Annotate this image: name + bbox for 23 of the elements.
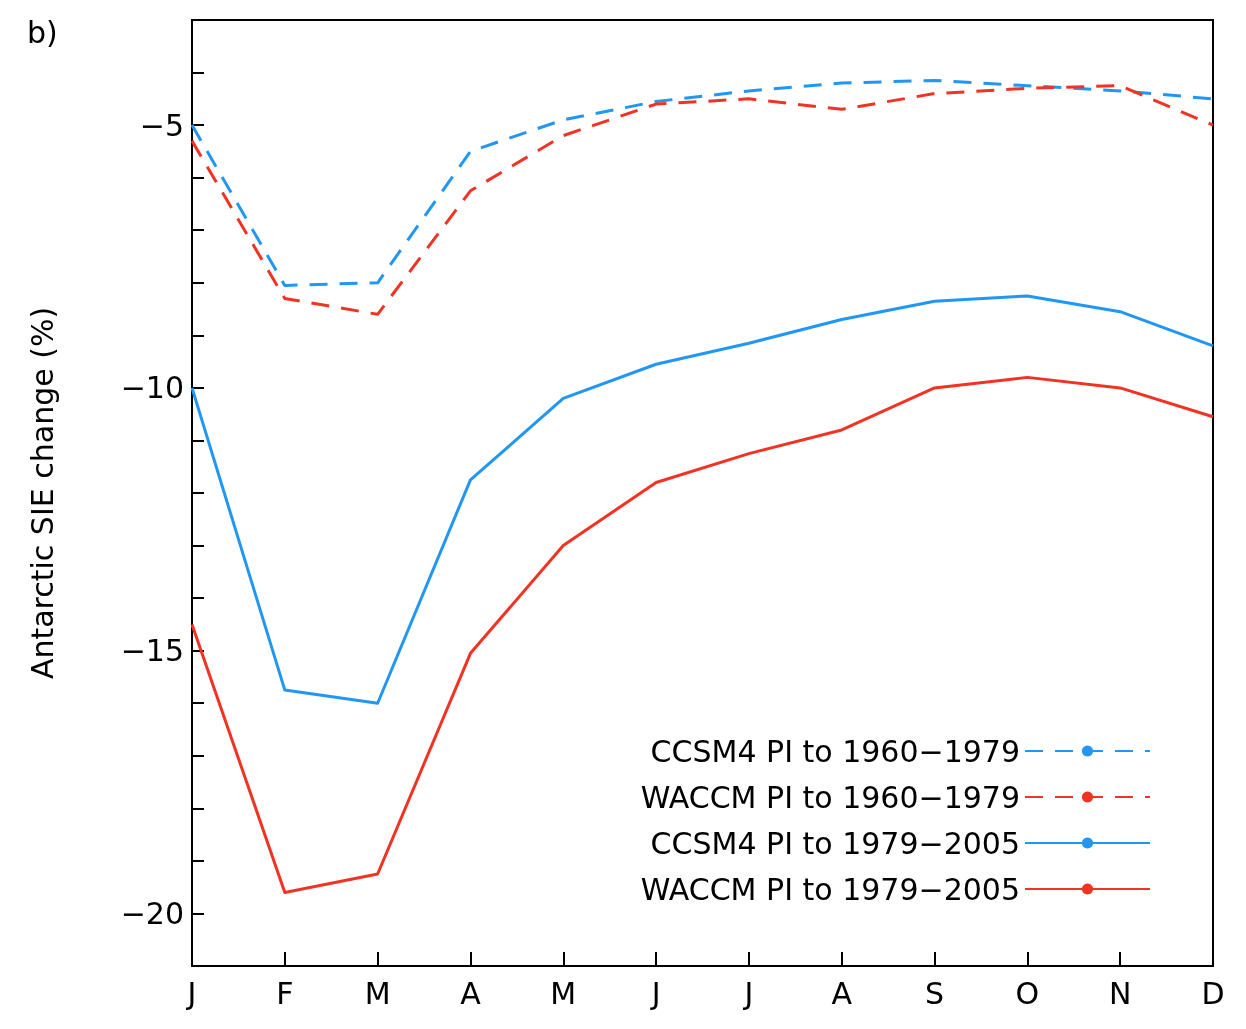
x-tick-label: J: [185, 975, 197, 1011]
y-tick-label: −5: [139, 107, 184, 143]
x-tick-label: D: [1201, 975, 1225, 1011]
legend-label: WACCM PI to 1979−2005: [640, 871, 1020, 907]
legend-label: CCSM4 PI to 1960−1979: [650, 733, 1020, 769]
text: b): [27, 14, 58, 50]
x-tick-label: M: [364, 975, 391, 1011]
x-tick-label: J: [649, 975, 661, 1011]
legend-label: CCSM4 PI to 1979−2005: [650, 825, 1020, 861]
x-tick-label: S: [925, 975, 945, 1011]
x-tick-label: A: [831, 975, 853, 1011]
legend-label: WACCM PI to 1960−1979: [640, 779, 1020, 815]
x-tick-label: A: [460, 975, 482, 1011]
x-tick-label: O: [1015, 975, 1040, 1011]
y-tick-label: −15: [120, 633, 184, 669]
y-tick-label: −10: [120, 370, 184, 406]
x-tick-label: J: [742, 975, 754, 1011]
x-tick-label: N: [1108, 975, 1132, 1011]
y-axis-title: Antarctic SIE change (%): [24, 306, 60, 680]
line-series: [190, 294, 1215, 705]
x-tick-label: F: [276, 975, 294, 1011]
x-tick-label: M: [550, 975, 577, 1011]
y-tick-label: −20: [120, 895, 184, 931]
